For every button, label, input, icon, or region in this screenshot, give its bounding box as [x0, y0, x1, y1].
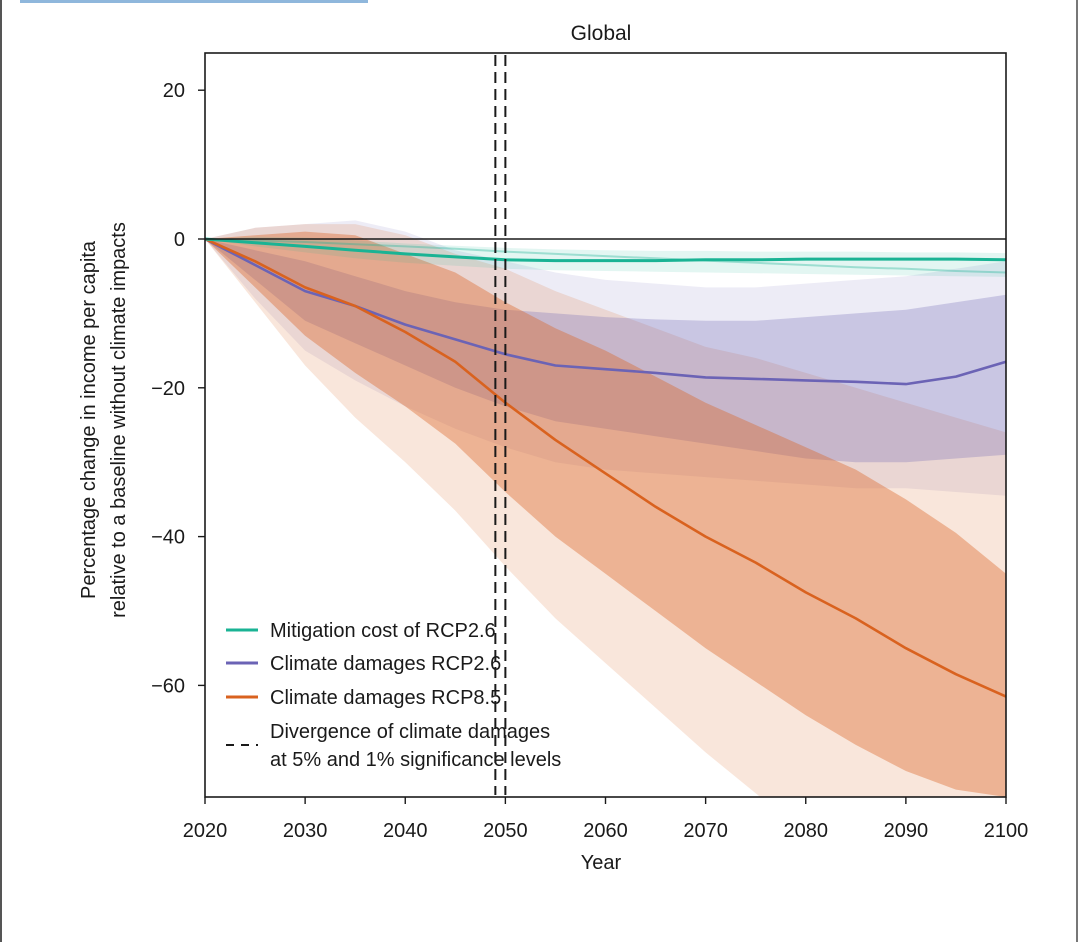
legend: Mitigation cost of RCP2.6 Climate damage…	[226, 620, 561, 771]
legend-label-rcp85: Climate damages RCP8.5	[270, 687, 501, 709]
x-tick-label: 2080	[784, 820, 829, 842]
divergence-lines	[494, 55, 507, 795]
line-mitigation	[205, 237, 1006, 263]
x-tick-label: 2040	[383, 820, 428, 842]
line-rcp85	[205, 237, 1006, 698]
y-axis-label-line1: Percentage change in income per capita	[78, 240, 100, 599]
band-rcp85-outer	[205, 224, 1006, 797]
y-axis: 20 0 −20 −40 −60	[151, 80, 205, 697]
y-tick-label: 20	[163, 80, 185, 102]
legend-label-rcp26: Climate damages RCP2.6	[270, 653, 501, 675]
x-tick-label: 2030	[283, 820, 328, 842]
series-lines	[205, 237, 1006, 698]
top-link-underline	[20, 0, 368, 3]
x-tick-label: 2090	[884, 820, 929, 842]
band-rcp85-inner	[205, 231, 1006, 797]
y-tick-label: −40	[151, 527, 185, 549]
y-tick-label: 0	[174, 229, 185, 251]
x-tick-label: 2050	[483, 820, 528, 842]
line-mitigation-faint	[205, 238, 1006, 274]
chart-title: Global	[571, 22, 632, 45]
x-axis-label: Year	[581, 852, 622, 874]
x-tick-label: 2070	[683, 820, 728, 842]
band-rcp26-inner	[205, 239, 1006, 463]
legend-label-mitigation: Mitigation cost of RCP2.6	[270, 620, 496, 642]
band-mitigation	[205, 236, 1006, 277]
band-rcp26-outer	[205, 220, 1006, 496]
legend-label-divergence-line1: Divergence of climate damages	[270, 721, 550, 743]
uncertainty-bands	[205, 220, 1006, 797]
legend-label-divergence-line2: at 5% and 1% significance levels	[270, 749, 561, 771]
y-tick-label: −60	[151, 675, 185, 697]
x-tick-label: 2060	[583, 820, 628, 842]
y-tick-label: −20	[151, 378, 185, 400]
x-tick-label: 2100	[984, 820, 1029, 842]
x-tick-label: 2020	[183, 820, 228, 842]
x-axis: 2020 2030 2040 2050 2060 2070 2080 2090 2100	[183, 797, 1029, 842]
y-axis-label-line2: relative to a baseline without climate i…	[108, 222, 130, 618]
